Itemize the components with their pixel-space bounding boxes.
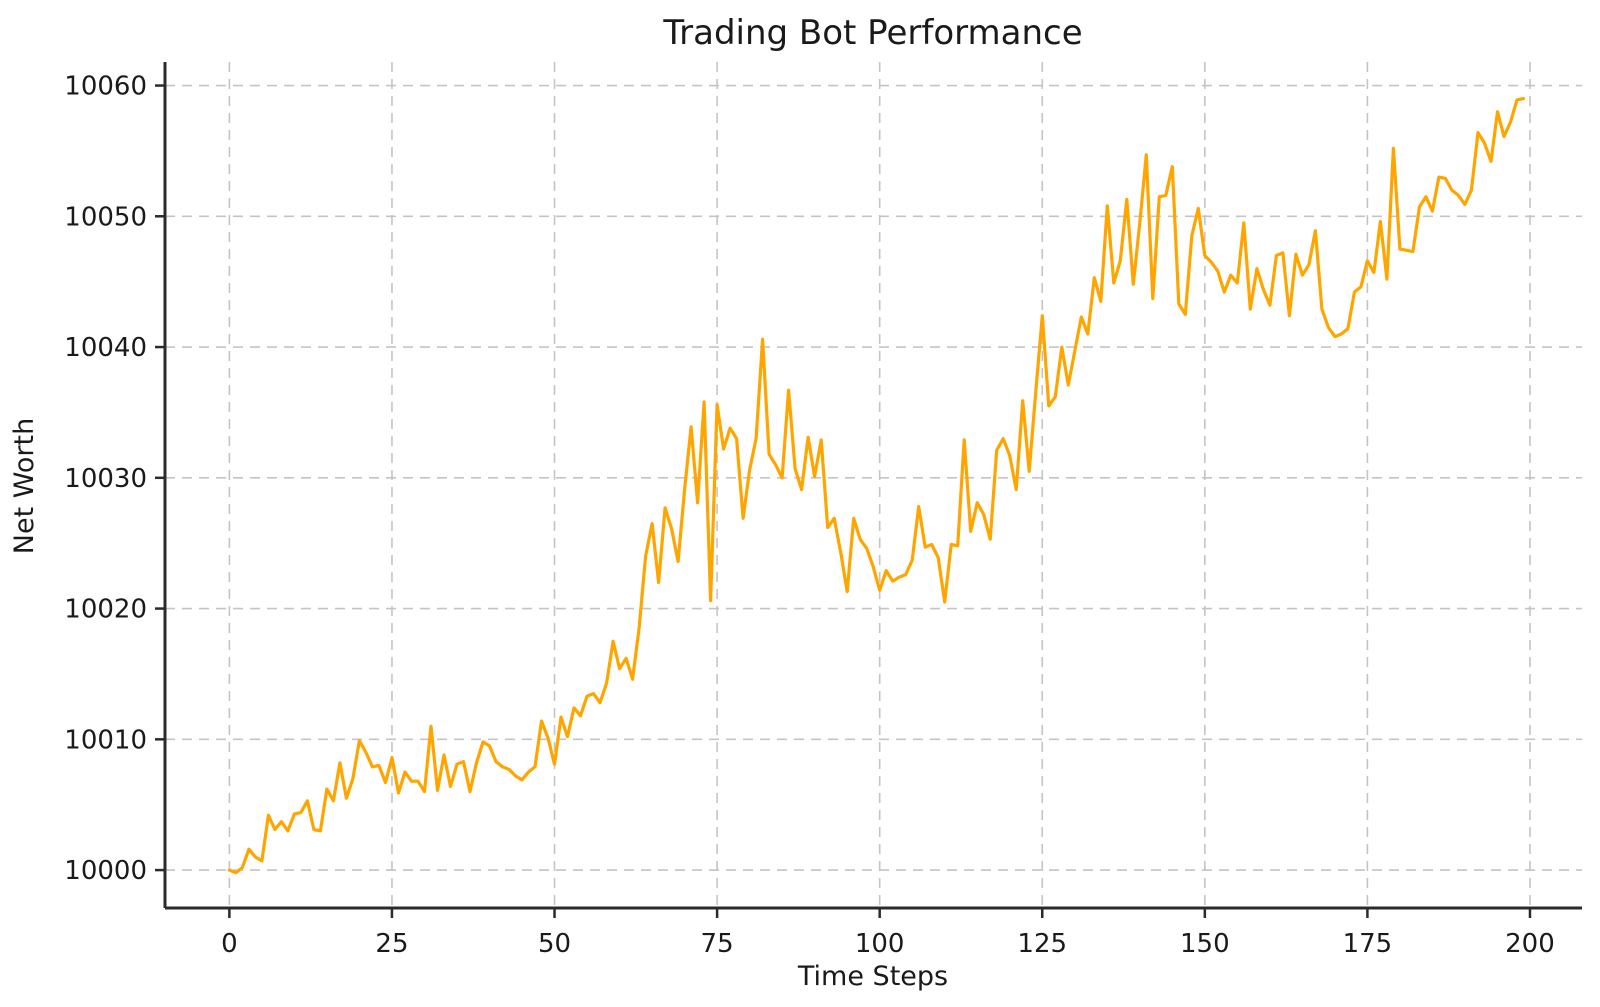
chart-title: Trading Bot Performance bbox=[662, 13, 1082, 53]
y-tick-label: 10020 bbox=[64, 595, 147, 625]
x-tick-label: 75 bbox=[701, 929, 734, 959]
x-tick-label: 125 bbox=[1017, 929, 1067, 959]
x-tick-label: 100 bbox=[855, 929, 905, 959]
y-tick-label: 10030 bbox=[64, 464, 147, 494]
y-tick-label: 10060 bbox=[64, 72, 147, 102]
networth-line-series bbox=[227, 96, 1526, 875]
x-tick-label: 200 bbox=[1505, 929, 1555, 959]
y-tick-label: 10000 bbox=[64, 856, 147, 886]
x-tick-label: 25 bbox=[375, 929, 408, 959]
x-tick-label: 0 bbox=[221, 929, 238, 959]
y-tick-label: 10010 bbox=[64, 725, 147, 755]
x-axis-label: Time Steps bbox=[797, 961, 948, 992]
y-tick-label: 10050 bbox=[64, 202, 147, 232]
x-tick-label: 150 bbox=[1180, 929, 1230, 959]
y-tick-label: 10040 bbox=[64, 333, 147, 363]
axes-spines bbox=[163, 62, 1582, 910]
y-axis-label: Net Worth bbox=[9, 418, 40, 554]
x-tick-label: 50 bbox=[538, 929, 571, 959]
x-tick-label: 175 bbox=[1343, 929, 1393, 959]
tick-layer: 0 25 50 75 100 125 150 175 200 10000 10010 10020 100… bbox=[64, 72, 1555, 959]
series-layer bbox=[227, 96, 1526, 875]
grid-layer bbox=[165, 62, 1582, 908]
